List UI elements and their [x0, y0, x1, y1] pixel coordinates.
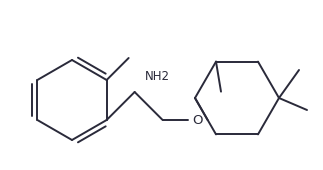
Text: O: O [193, 114, 203, 126]
Text: NH2: NH2 [145, 70, 170, 82]
